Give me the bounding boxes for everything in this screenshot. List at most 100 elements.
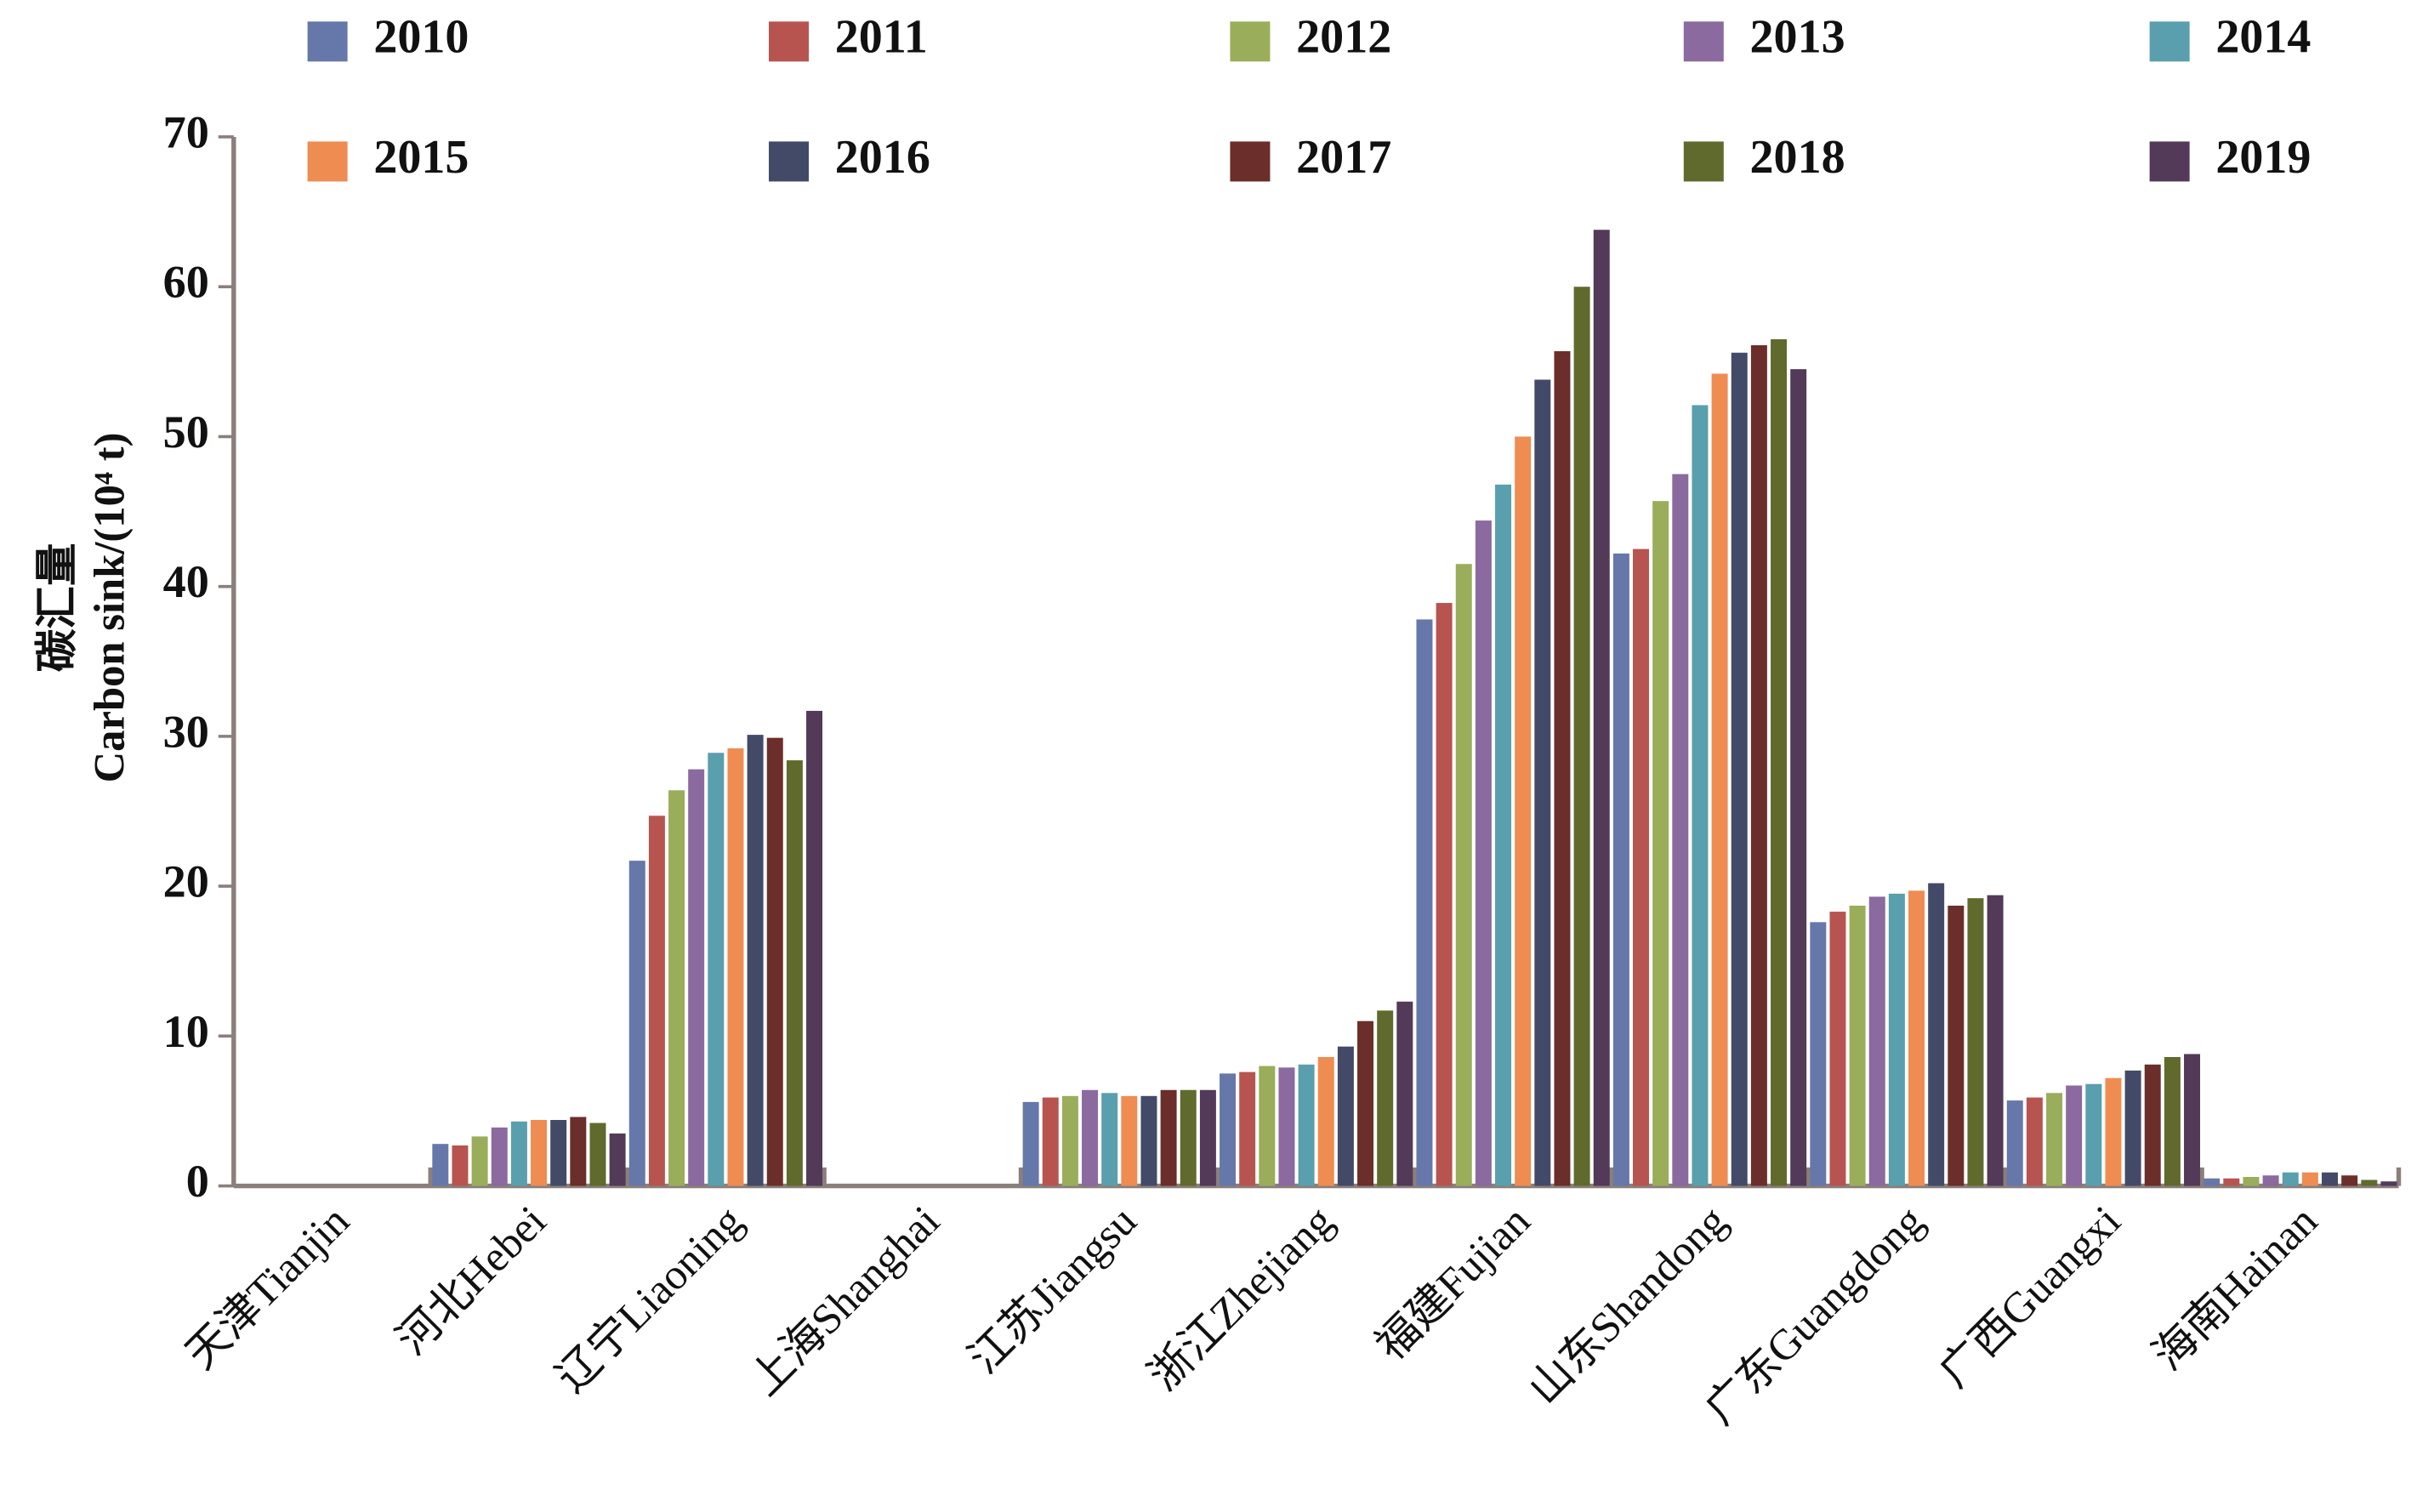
bar <box>1612 553 1629 1186</box>
bar <box>1455 564 1472 1186</box>
bar <box>1928 883 1945 1186</box>
bar <box>1948 906 1965 1186</box>
bar <box>491 1127 508 1186</box>
y-tick-label: 20 <box>163 856 209 907</box>
y-tick-label: 60 <box>163 257 209 308</box>
bar <box>609 1133 626 1186</box>
y-tick-label: 40 <box>163 556 209 607</box>
bar <box>452 1145 469 1186</box>
bar <box>1692 405 1709 1186</box>
legend-swatch <box>2149 21 2190 62</box>
bar <box>1711 373 1728 1186</box>
legend-label: 2012 <box>1296 11 1391 64</box>
bar <box>727 747 744 1186</box>
bar <box>1849 906 1866 1186</box>
bar <box>1633 549 1650 1186</box>
x-tick-label: 广西Guangxi <box>1930 1197 2129 1396</box>
bar <box>1357 1020 1374 1186</box>
legend-label: 2011 <box>835 11 928 64</box>
bar <box>2380 1181 2397 1186</box>
y-tick-label: 70 <box>163 106 209 157</box>
bar <box>1475 520 1492 1186</box>
legend-swatch <box>1230 21 1271 62</box>
bar <box>1829 912 1846 1186</box>
bar <box>1810 922 1827 1186</box>
bar <box>1573 287 1590 1186</box>
bar <box>1436 603 1453 1186</box>
legend-label: 2015 <box>373 131 469 184</box>
bar <box>648 816 665 1186</box>
legend-label: 2018 <box>1750 131 1845 184</box>
legend-label: 2013 <box>1750 11 1845 64</box>
x-tick-label: 辽宁Liaoning <box>547 1197 751 1401</box>
bar <box>1199 1089 1216 1186</box>
bar <box>1180 1089 1197 1186</box>
bar <box>2361 1179 2378 1186</box>
bar <box>1672 474 1689 1186</box>
x-tick-label: 福建Fujian <box>1367 1197 1539 1369</box>
bar <box>2164 1056 2181 1186</box>
bar <box>2046 1093 2063 1186</box>
bar <box>1022 1101 1039 1186</box>
bar <box>1298 1064 1315 1186</box>
bar <box>1160 1089 1177 1186</box>
legend-swatch <box>1683 21 1724 62</box>
y-tick-label: 0 <box>186 1156 209 1207</box>
y-axis-label-group: 碳汇量 Carbon sink/(10⁴ t) <box>33 433 133 783</box>
bar <box>589 1123 606 1186</box>
x-tick-label: 浙江Zhejiang <box>1140 1197 1342 1399</box>
bar <box>708 753 725 1186</box>
bar <box>550 1120 567 1186</box>
bar <box>1554 350 1571 1186</box>
bar <box>2262 1175 2279 1186</box>
bar <box>628 861 645 1186</box>
legend-label: 2019 <box>2215 131 2311 184</box>
bar <box>2301 1172 2318 1186</box>
y-tick-label: 30 <box>163 706 209 757</box>
legend-label: 2010 <box>373 11 469 64</box>
bar <box>786 760 803 1186</box>
bar <box>668 790 685 1186</box>
y-tick-label: 50 <box>163 406 209 458</box>
bar <box>1121 1095 1138 1186</box>
bar <box>2184 1054 2201 1186</box>
bar <box>1771 338 1788 1186</box>
bar <box>1495 484 1512 1186</box>
x-tick-label: 河北Hebei <box>388 1197 555 1364</box>
bar <box>1967 898 1984 1186</box>
bar <box>570 1117 587 1186</box>
x-tick-label: 江苏Jiangsu <box>959 1197 1146 1383</box>
x-tick-label: 上海Shanghai <box>741 1197 948 1404</box>
bar <box>766 737 783 1186</box>
bar <box>2341 1175 2358 1186</box>
bar <box>2066 1085 2083 1186</box>
bar <box>806 710 823 1186</box>
x-tick-label: 天津Tianjin <box>177 1197 358 1378</box>
y-axis-label-cn: 碳汇量 <box>33 543 81 672</box>
bar <box>1593 230 1610 1186</box>
bar <box>1140 1095 1157 1186</box>
legend-swatch <box>769 141 810 182</box>
legend-swatch <box>1683 141 1724 182</box>
bar <box>688 769 705 1186</box>
bar <box>2105 1077 2122 1186</box>
bar <box>531 1120 548 1186</box>
bar <box>2322 1172 2339 1186</box>
bar <box>1731 352 1748 1186</box>
y-axis-label: Carbon sink/(10⁴ t) <box>85 433 133 783</box>
bar <box>1220 1073 1237 1186</box>
bar <box>1790 369 1807 1186</box>
bar <box>2085 1083 2102 1186</box>
bar <box>1082 1089 1099 1186</box>
x-tick-label: 山东Shandong <box>1520 1197 1736 1413</box>
bar <box>1396 1001 1413 1186</box>
x-tick-label: 海南Hainan <box>2144 1197 2327 1379</box>
bar <box>1042 1097 1059 1186</box>
bar <box>1101 1093 1118 1186</box>
bar <box>2124 1070 2141 1186</box>
bar <box>1534 379 1551 1186</box>
bar <box>1337 1046 1354 1186</box>
bar <box>1652 501 1669 1186</box>
bar <box>1750 344 1767 1186</box>
bar <box>2006 1100 2023 1186</box>
